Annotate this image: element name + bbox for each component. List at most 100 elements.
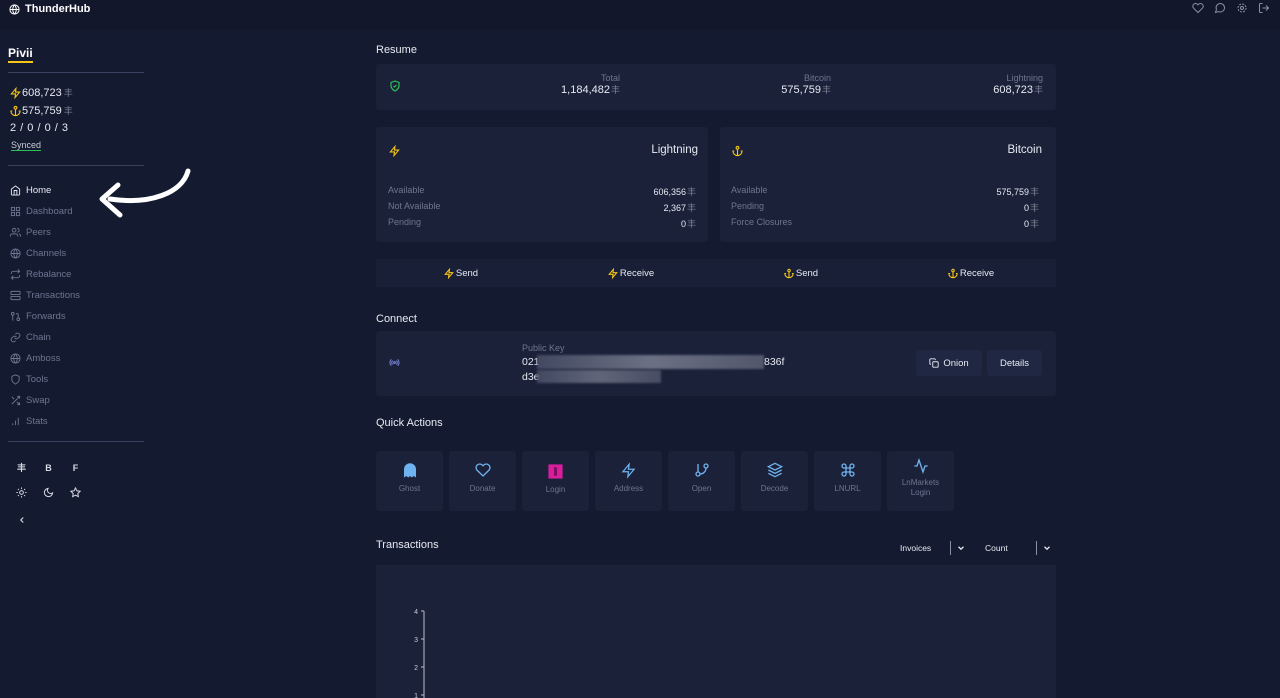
bitcoin-available-row: Available 575,759丰 xyxy=(731,185,1039,197)
heart-icon[interactable] xyxy=(1192,2,1204,14)
bitcoin-card-title: Bitcoin xyxy=(1007,144,1042,156)
quick-action-donate[interactable]: Donate xyxy=(449,451,516,511)
divider xyxy=(8,441,144,442)
gear-icon[interactable] xyxy=(1236,2,1248,14)
sat-symbol: 丰 xyxy=(63,106,73,116)
sidebar-item-chain[interactable]: Chain xyxy=(10,327,80,348)
globe-icon xyxy=(10,353,21,364)
currency-sats-option[interactable]: 丰 xyxy=(16,463,26,473)
shield-check-icon xyxy=(390,80,400,92)
connect-title: Connect xyxy=(376,313,417,325)
lightning-card: Lightning Available 606,356丰 Not Availabl… xyxy=(376,127,708,242)
radio-icon xyxy=(389,358,400,367)
sidebar-item-forwards[interactable]: Forwards xyxy=(10,306,80,327)
app-brand[interactable]: ThunderHub xyxy=(9,3,90,15)
app-name: ThunderHub xyxy=(25,3,91,15)
y-tick-label: 2 xyxy=(414,665,418,672)
quick-action-decode[interactable]: Decode xyxy=(741,451,808,511)
shuffle-icon xyxy=(11,395,21,406)
quick-action-login[interactable]: Login xyxy=(522,451,589,511)
lightning-pending-row: Pending 0丰 xyxy=(388,217,696,229)
sidebar-item-tools[interactable]: Tools xyxy=(10,369,80,390)
transactions-chart: 1 2 3 4 xyxy=(376,565,1056,698)
bitcoin-receive-button[interactable]: Receive xyxy=(886,259,1056,287)
resume-lightning: Lightning 608,723丰 xyxy=(993,73,1043,96)
sidebar-item-stats[interactable]: Stats xyxy=(10,411,80,432)
quick-action-address[interactable]: Address xyxy=(595,451,662,511)
anchor-icon xyxy=(948,268,958,278)
currency-btc-option[interactable]: B xyxy=(45,462,52,473)
zap-icon xyxy=(389,145,400,157)
currency-fiat-option[interactable]: F xyxy=(72,462,79,473)
sun-icon[interactable] xyxy=(16,487,27,498)
sidebar-item-transactions[interactable]: Transactions xyxy=(10,285,80,306)
divider xyxy=(8,165,144,166)
redacted-key-blur xyxy=(537,370,661,383)
bar-chart-icon xyxy=(12,417,19,426)
send-receive-bar: Send Receive Send Receive xyxy=(376,259,1056,287)
bitcoin-balance: 575,759 丰 xyxy=(10,104,73,117)
users-icon xyxy=(10,227,21,237)
anchor-icon xyxy=(784,268,794,278)
zap-icon xyxy=(607,267,618,279)
public-key-label: Public Key xyxy=(522,343,565,353)
anchor-icon xyxy=(732,145,743,157)
sync-status: Synced xyxy=(11,140,42,151)
logout-icon[interactable] xyxy=(1258,2,1270,14)
bitcoin-send-button[interactable]: Send xyxy=(716,259,886,287)
git-pull-icon xyxy=(10,311,21,322)
link-icon xyxy=(10,332,21,343)
y-tick-label: 1 xyxy=(414,693,418,698)
resume-card: Total 1,184,482丰 Bitcoin 575,759丰 Lightn… xyxy=(376,64,1056,110)
lightning-balance: 608,723 丰 xyxy=(10,86,73,99)
lightning-receive-button[interactable]: Receive xyxy=(546,259,716,287)
activity-icon xyxy=(913,458,928,474)
transactions-title: Transactions xyxy=(376,539,439,551)
resume-title: Resume xyxy=(376,44,417,56)
node-name: Pivii xyxy=(8,46,33,63)
quick-action-open[interactable]: Open xyxy=(668,451,735,511)
sat-symbol: 丰 xyxy=(63,88,73,98)
sidebar-item-dashboard[interactable]: Dashboard xyxy=(10,201,80,222)
grid-icon xyxy=(10,206,21,217)
moon-icon[interactable] xyxy=(43,487,54,498)
bitcoin-force-closures-row: Force Closures 0丰 xyxy=(731,217,1039,229)
sidebar-item-peers[interactable]: Peers xyxy=(10,222,80,243)
quick-action-lnurl[interactable]: LNURL xyxy=(814,451,881,511)
public-key-line-2: d3e xyxy=(522,371,540,383)
globe-icon xyxy=(10,248,21,259)
shield-icon xyxy=(11,374,20,385)
details-button[interactable]: Details xyxy=(987,350,1042,376)
sidebar-item-amboss[interactable]: Amboss xyxy=(10,348,80,369)
server-icon xyxy=(10,290,21,301)
top-bar: ThunderHub xyxy=(0,0,1280,30)
zap-icon xyxy=(443,267,454,279)
anchor-icon xyxy=(10,105,21,116)
sidebar-item-home[interactable]: Home xyxy=(10,180,80,201)
bitcoin-card: Bitcoin Available 575,759丰 Pending 0丰 Forc… xyxy=(720,127,1056,242)
transaction-metric-select[interactable]: Count xyxy=(985,538,1052,558)
heart-icon xyxy=(474,463,491,477)
main-content: Resume Total 1,184,482丰 Bitcoin 575,759丰… xyxy=(376,0,1056,698)
bitcoin-pending-row: Pending 0丰 xyxy=(731,201,1039,213)
transaction-type-select[interactable]: Invoices xyxy=(900,538,966,558)
git-branch-icon xyxy=(694,463,709,477)
lightning-send-button[interactable]: Send xyxy=(376,259,546,287)
resume-total: Total 1,184,482丰 xyxy=(561,73,620,96)
y-tick-label: 3 xyxy=(414,637,418,644)
quick-action-ghost[interactable]: Ghost xyxy=(376,451,443,511)
quick-action-lnmarkets-login[interactable]: LnMarkets Login xyxy=(887,451,954,511)
sidebar-item-rebalance[interactable]: Rebalance xyxy=(10,264,80,285)
sidebar-item-swap[interactable]: Swap xyxy=(10,390,80,411)
lightning-available-row: Available 606,356丰 xyxy=(388,185,696,197)
connect-card: Public Key 021 836f d3e Onion Details xyxy=(376,331,1056,396)
onion-button[interactable]: Onion xyxy=(916,350,982,376)
chat-icon[interactable] xyxy=(1214,2,1226,14)
currency-switcher: 丰 B F xyxy=(16,461,81,474)
divider xyxy=(8,72,144,73)
layers-icon xyxy=(766,462,783,478)
star-icon[interactable] xyxy=(70,487,81,498)
sidebar-item-channels[interactable]: Channels xyxy=(10,243,80,264)
resume-bitcoin: Bitcoin 575,759丰 xyxy=(781,73,831,96)
chevron-left-icon[interactable] xyxy=(16,515,27,525)
